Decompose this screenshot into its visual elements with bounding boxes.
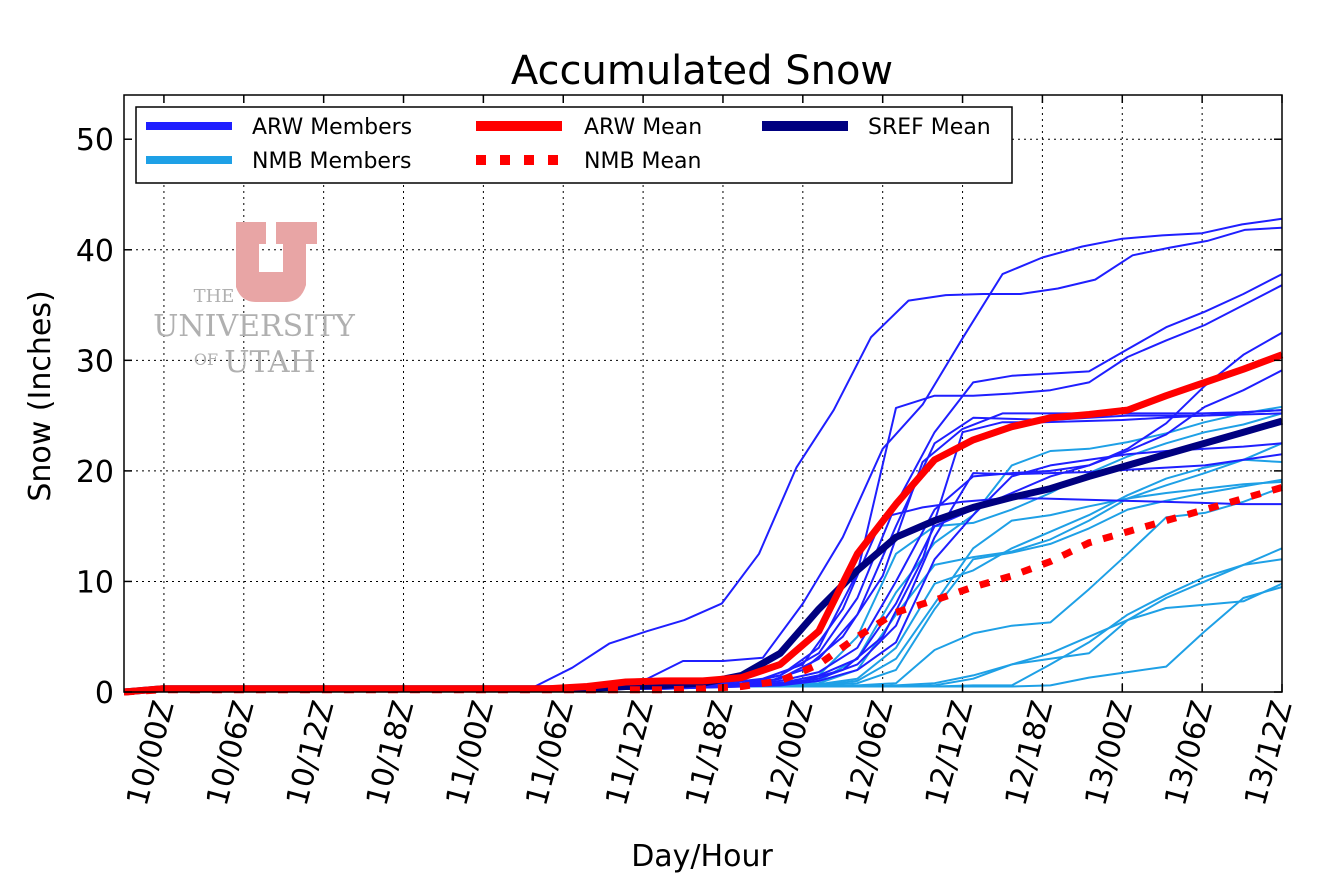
legend-label-sref-mean: SREF Mean	[868, 115, 991, 140]
y-tick-label: 40	[76, 234, 114, 269]
logo-text-the: THE	[194, 286, 235, 307]
x-tick-label: 12/00Z	[759, 697, 821, 809]
y-tick-label: 30	[76, 344, 114, 379]
x-tick-label: 10/00Z	[120, 697, 182, 809]
logo-text-university: UNIVERSITY	[153, 309, 356, 344]
y-tick-label: 10	[76, 565, 114, 600]
x-tick-label: 10/06Z	[200, 697, 262, 809]
legend-box	[135, 106, 1013, 184]
nmb-member-line	[123, 547, 1283, 693]
x-tick-label: 11/06Z	[519, 697, 581, 809]
logo-text-utah: UTAH	[224, 345, 315, 380]
y-tick-label: 50	[76, 123, 114, 158]
arw-member-line	[123, 331, 1283, 693]
legend-label-nmb-members: NMB Members	[252, 149, 411, 174]
legend-label-arw-members: ARW Members	[252, 115, 412, 140]
arw-member-line	[123, 442, 1283, 693]
series-group	[123, 217, 1284, 696]
nmb-member-line	[123, 458, 1283, 693]
logo-u-mark	[236, 222, 317, 302]
x-tick-label: 11/18Z	[679, 697, 741, 809]
x-tick-label: 11/00Z	[440, 697, 502, 809]
y-tick-label: 20	[76, 455, 114, 490]
arw-member-line	[123, 369, 1283, 693]
arw-member-line	[123, 453, 1283, 693]
x-tick-label: 13/12Z	[1238, 697, 1300, 809]
nmb-member-line	[123, 558, 1283, 693]
x-tick-label: 13/06Z	[1158, 697, 1220, 809]
logo-text-of: OF	[194, 350, 218, 369]
nmb-member-line	[123, 405, 1283, 693]
nmb-mean-line	[123, 484, 1283, 696]
x-tick-label: 12/18Z	[999, 697, 1061, 809]
nmb-member-line	[123, 412, 1283, 693]
university-of-utah-logo: THE UNIVERSITY OF UTAH	[153, 222, 356, 380]
arw-mean-line	[123, 351, 1284, 696]
arw-member-line	[123, 412, 1283, 693]
y-tick-label: 0	[95, 676, 114, 711]
arw-member-line	[123, 409, 1283, 693]
nmb-member-line	[123, 442, 1283, 693]
legend-label-arw-mean: ARW Mean	[584, 115, 702, 140]
arw-member-line	[123, 409, 1283, 693]
grid-lines	[124, 95, 1283, 692]
chart-title: Accumulated Snow	[511, 48, 893, 94]
nmb-member-line	[123, 586, 1283, 693]
x-axis-label: Day/Hour	[631, 839, 773, 874]
arw-member-line	[123, 497, 1282, 693]
x-tick-label: 12/12Z	[919, 697, 981, 809]
legend-label-nmb-mean: NMB Mean	[584, 149, 701, 174]
x-tick-label: 13/00Z	[1078, 697, 1140, 809]
x-tick-label: 10/18Z	[360, 697, 422, 809]
x-tick-label: 10/12Z	[280, 697, 342, 809]
x-tick-label: 12/06Z	[839, 697, 901, 809]
x-tick-label: 11/12Z	[599, 697, 661, 809]
sref-mean-line	[123, 417, 1283, 696]
y-axis-label: Snow (Inches)	[23, 290, 58, 501]
y-axis-ticks: 0 10 20 30 40 50	[76, 123, 1282, 711]
legend: ARW Members NMB Members ARW Mean NMB Mea…	[135, 106, 1013, 184]
plot-frame	[123, 94, 1283, 693]
